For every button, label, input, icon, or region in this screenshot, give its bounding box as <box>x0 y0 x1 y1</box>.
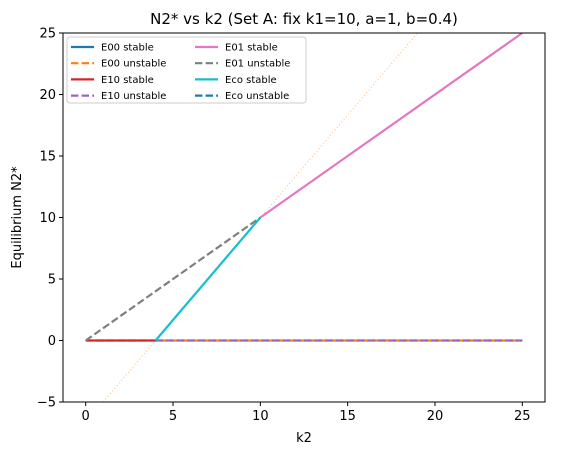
x-tick-label: 15 <box>339 409 356 424</box>
legend-label: E01 stable <box>225 43 278 54</box>
x-tick-label: 0 <box>82 409 90 424</box>
y-tick-label: 25 <box>39 27 56 42</box>
legend-label: E10 stable <box>101 75 154 86</box>
legend-label: E10 unstable <box>101 91 166 102</box>
legend-label: E00 unstable <box>101 59 166 70</box>
y-axis-title: Equilibrium N2* <box>10 166 25 269</box>
x-tick-label: 10 <box>252 409 269 424</box>
legend-label: Eco unstable <box>225 91 289 102</box>
series-line-e01-unstable <box>85 216 261 342</box>
legend-label: E00 stable <box>101 43 154 54</box>
x-tick-label: 25 <box>514 409 531 424</box>
series-line-eco-stable <box>154 216 262 342</box>
y-tick-label: 15 <box>39 150 56 165</box>
chart-title: N2* vs k2 (Set A: fix k1=10, a=1, b=0.4) <box>150 10 458 28</box>
y-tick-label: 0 <box>48 334 56 349</box>
plot-area <box>85 33 523 402</box>
legend-label: Eco stable <box>225 75 277 86</box>
axes: 0 5 10 15 20 25 −5 0 5 10 15 20 25 <box>37 27 546 424</box>
legend-label: E01 unstable <box>225 59 290 70</box>
legend: E00 stable E00 unstable E10 stable E10 unst… <box>66 36 307 104</box>
y-tick-label: 20 <box>39 88 56 103</box>
series-line-e01-stable <box>259 33 523 219</box>
x-tick-label: 20 <box>427 409 444 424</box>
x-tick-label: 5 <box>169 409 177 424</box>
legend-box <box>66 36 307 104</box>
y-tick-label: 10 <box>39 211 56 226</box>
y-tick-label: 5 <box>48 273 56 288</box>
x-axis-title: k2 <box>296 431 312 446</box>
y-tick-label: −5 <box>37 396 56 411</box>
